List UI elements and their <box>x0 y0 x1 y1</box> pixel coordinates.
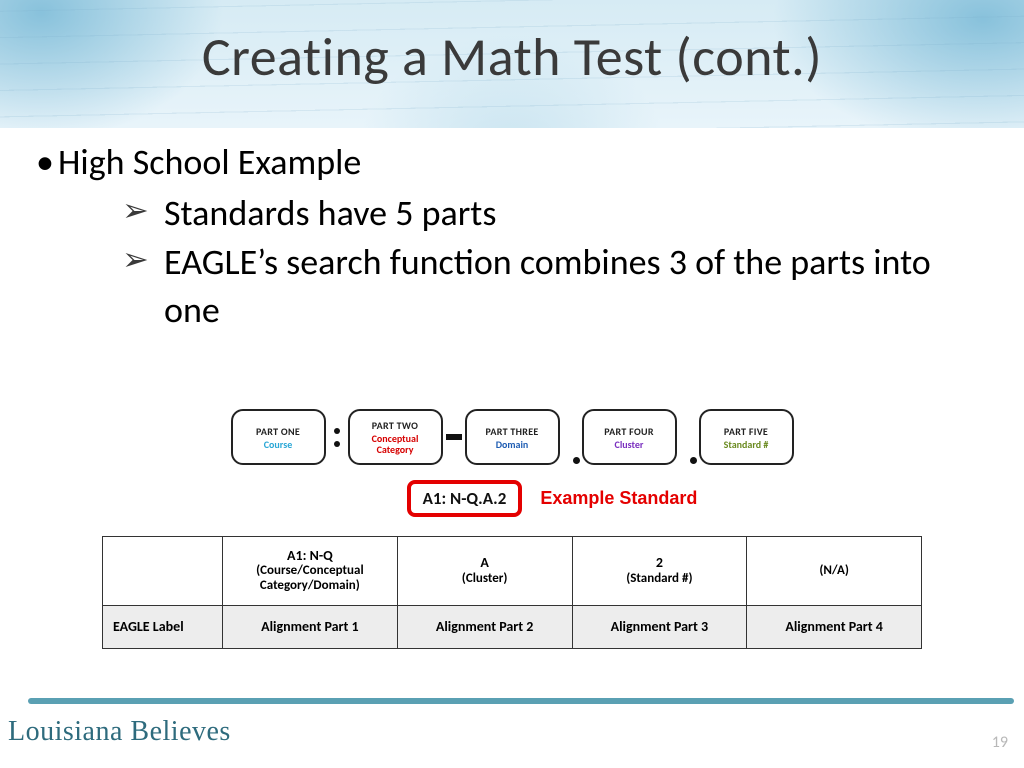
table-cell-2: Alignment Part 2 <box>397 606 572 649</box>
table-row-label: EAGLE Label <box>103 606 223 649</box>
separator-dot-1 <box>560 408 582 466</box>
table-cell-1: Alignment Part 1 <box>223 606 398 649</box>
alignment-table: A1: N-Q (Course/Conceptual Category/Doma… <box>0 536 1024 649</box>
page-title: Creating a Math Test (cont.) <box>0 24 1024 90</box>
part-title-5: PART FIVE <box>724 425 768 438</box>
table-head-2-line2: (Cluster) <box>404 572 566 587</box>
part-title-4: PART FOUR <box>604 425 654 438</box>
part-sub-4: Cluster <box>615 439 644 450</box>
separator-dash <box>443 409 465 465</box>
part-box-5: PART FIVE Standard # <box>699 409 794 465</box>
part-title-1: PART ONE <box>256 425 300 438</box>
part-box-4: PART FOUR Cluster <box>582 409 677 465</box>
separator-colon <box>326 409 348 465</box>
table-head-4-line2: (N/A) <box>753 564 915 579</box>
separator-dot-2 <box>677 408 699 466</box>
part-sub-1: Course <box>264 439 293 450</box>
part-sub-3: Domain <box>496 439 529 450</box>
part-title-3: PART THREE <box>485 425 538 438</box>
sub-bullet-2: EAGLE’s search function combines 3 of th… <box>122 238 988 335</box>
part-box-3: PART THREE Domain <box>465 409 560 465</box>
body-content: High School Example Standards have 5 par… <box>36 140 988 335</box>
table-head-1-line1: A1: N-Q <box>229 548 391 564</box>
table-head-1-line2: (Course/Conceptual Category/Domain) <box>229 564 391 594</box>
parts-diagram: PART ONE Course PART TWO Conceptual Cate… <box>0 408 1024 466</box>
part-sub-5: Standard # <box>724 439 769 450</box>
table-head-1: A1: N-Q (Course/Conceptual Category/Doma… <box>223 537 398 606</box>
footer-divider <box>28 698 1014 704</box>
part-sub-2: Conceptual Category <box>354 433 437 455</box>
table-head-2-line1: A <box>404 555 566 571</box>
table-head-3: 2 (Standard #) <box>572 537 747 606</box>
example-standard-callout: A1: N-Q.A.2 Example Standard <box>0 480 1024 517</box>
example-standard-label: Example Standard <box>540 488 697 509</box>
part-box-2: PART TWO Conceptual Category <box>348 409 443 465</box>
bullet-top: High School Example Standards have 5 par… <box>36 140 988 335</box>
part-box-1: PART ONE Course <box>231 409 326 465</box>
table-head-3-line2: (Standard #) <box>579 572 741 587</box>
page-number: 19 <box>992 733 1008 752</box>
table-head-4: (N/A) <box>747 537 922 606</box>
table-cell-4: Alignment Part 4 <box>747 606 922 649</box>
table-head-3-line1: 2 <box>579 555 741 571</box>
part-title-2: PART TWO <box>372 419 419 432</box>
table-corner <box>103 537 223 606</box>
footer-logo: Louisiana Believes <box>8 716 231 748</box>
bullet-top-text: High School Example <box>58 140 361 184</box>
sub-bullet-1: Standards have 5 parts <box>122 189 988 238</box>
example-standard-code: A1: N-Q.A.2 <box>407 480 523 517</box>
table-cell-3: Alignment Part 3 <box>572 606 747 649</box>
table-head-2: A (Cluster) <box>397 537 572 606</box>
